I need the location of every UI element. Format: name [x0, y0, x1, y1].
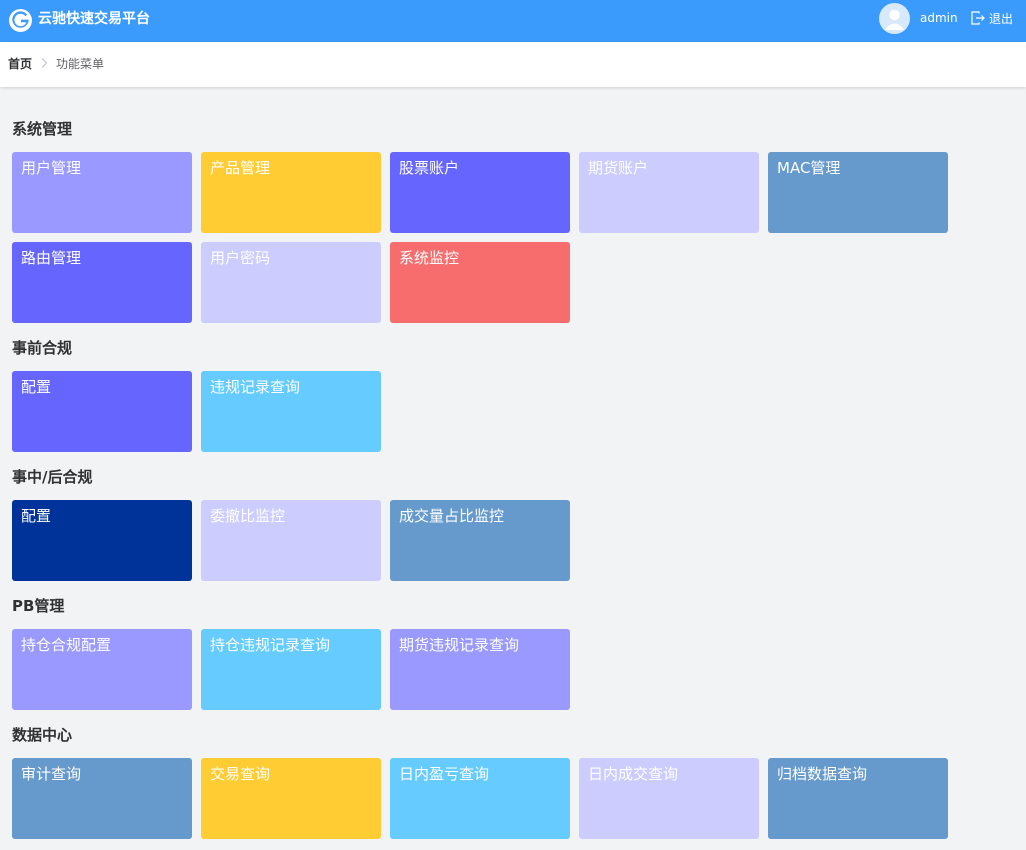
username[interactable]: admin	[920, 11, 958, 25]
menu-tile-label: 归档数据查询	[777, 765, 868, 783]
menu-tile[interactable]: 产品管理	[201, 152, 381, 233]
menu-tile-label: 日内盈亏查询	[399, 765, 490, 783]
menu-tile[interactable]: 成交量占比监控	[390, 500, 570, 581]
menu-tile-label: 委撤比监控	[210, 507, 286, 525]
menu-tile-label: 系统监控	[399, 249, 460, 267]
section-title-data-center: 数据中心	[12, 726, 73, 744]
menu-tile-label: 日内成交查询	[588, 765, 679, 783]
logo-icon	[9, 9, 32, 32]
logout-icon	[971, 11, 985, 25]
menu-tile[interactable]: 期货账户	[579, 152, 759, 233]
app-title: 云驰快速交易平台	[38, 11, 150, 27]
menu-tile[interactable]: 用户密码	[201, 242, 381, 323]
section-title-system: 系统管理	[12, 120, 73, 138]
logout-button[interactable]: 退出	[971, 9, 1013, 27]
menu-tile-label: 持仓合规配置	[21, 636, 112, 654]
menu-tile-label: 持仓违规记录查询	[210, 636, 331, 654]
menu-tile[interactable]: 配置	[12, 371, 192, 452]
menu-tile[interactable]: 审计查询	[12, 758, 192, 839]
menu-tile-label: 违规记录查询	[210, 378, 301, 396]
section-title-post-compliance: 事中/后合规	[12, 468, 93, 486]
menu-tile[interactable]: 违规记录查询	[201, 371, 381, 452]
breadcrumb-home[interactable]: 首页	[8, 57, 33, 71]
menu-tile-label: 路由管理	[21, 249, 82, 267]
menu-tile-label: 产品管理	[210, 159, 271, 177]
menu-tile[interactable]: 交易查询	[201, 758, 381, 839]
menu-tile-label: 交易查询	[210, 765, 271, 783]
top-bar: 云驰快速交易平台 admin 退出	[0, 0, 1026, 42]
menu-tile[interactable]: 持仓合规配置	[12, 629, 192, 710]
menu-tile[interactable]: 日内成交查询	[579, 758, 759, 839]
menu-tile-label: MAC管理	[777, 159, 841, 177]
breadcrumb: 首页 功能菜单	[0, 42, 1026, 87]
menu-tile[interactable]: 用户管理	[12, 152, 192, 233]
menu-tile-label: 配置	[21, 507, 52, 525]
menu-tile-label: 配置	[21, 378, 52, 396]
menu-tile[interactable]: 委撤比监控	[201, 500, 381, 581]
menu-tile-label: 成交量占比监控	[399, 507, 505, 525]
menu-tile-label: 用户管理	[21, 159, 82, 177]
logout-label: 退出	[989, 11, 1014, 26]
menu-tile-label: 用户密码	[210, 249, 271, 267]
menu-tile[interactable]: 持仓违规记录查询	[201, 629, 381, 710]
menu-tile[interactable]: 期货违规记录查询	[390, 629, 570, 710]
menu-tile[interactable]: 路由管理	[12, 242, 192, 323]
menu-tile[interactable]: 配置	[12, 500, 192, 581]
menu-tile-label: 期货违规记录查询	[399, 636, 520, 654]
menu-tile-label: 期货账户	[588, 159, 649, 177]
avatar[interactable]	[879, 3, 910, 34]
section-title-pre-compliance: 事前合规	[12, 339, 73, 357]
menu-tile[interactable]: 日内盈亏查询	[390, 758, 570, 839]
section-title-pb: PB管理	[12, 597, 65, 615]
menu-tile[interactable]: MAC管理	[768, 152, 948, 233]
breadcrumb-current: 功能菜单	[56, 57, 105, 71]
menu-tile[interactable]: 系统监控	[390, 242, 570, 323]
menu-tile[interactable]: 归档数据查询	[768, 758, 948, 839]
menu-tile[interactable]: 股票账户	[390, 152, 570, 233]
chevron-right-icon	[41, 58, 48, 68]
menu-tile-label: 审计查询	[21, 765, 82, 783]
user-avatar-icon	[884, 9, 905, 30]
menu-tile-label: 股票账户	[399, 159, 460, 177]
